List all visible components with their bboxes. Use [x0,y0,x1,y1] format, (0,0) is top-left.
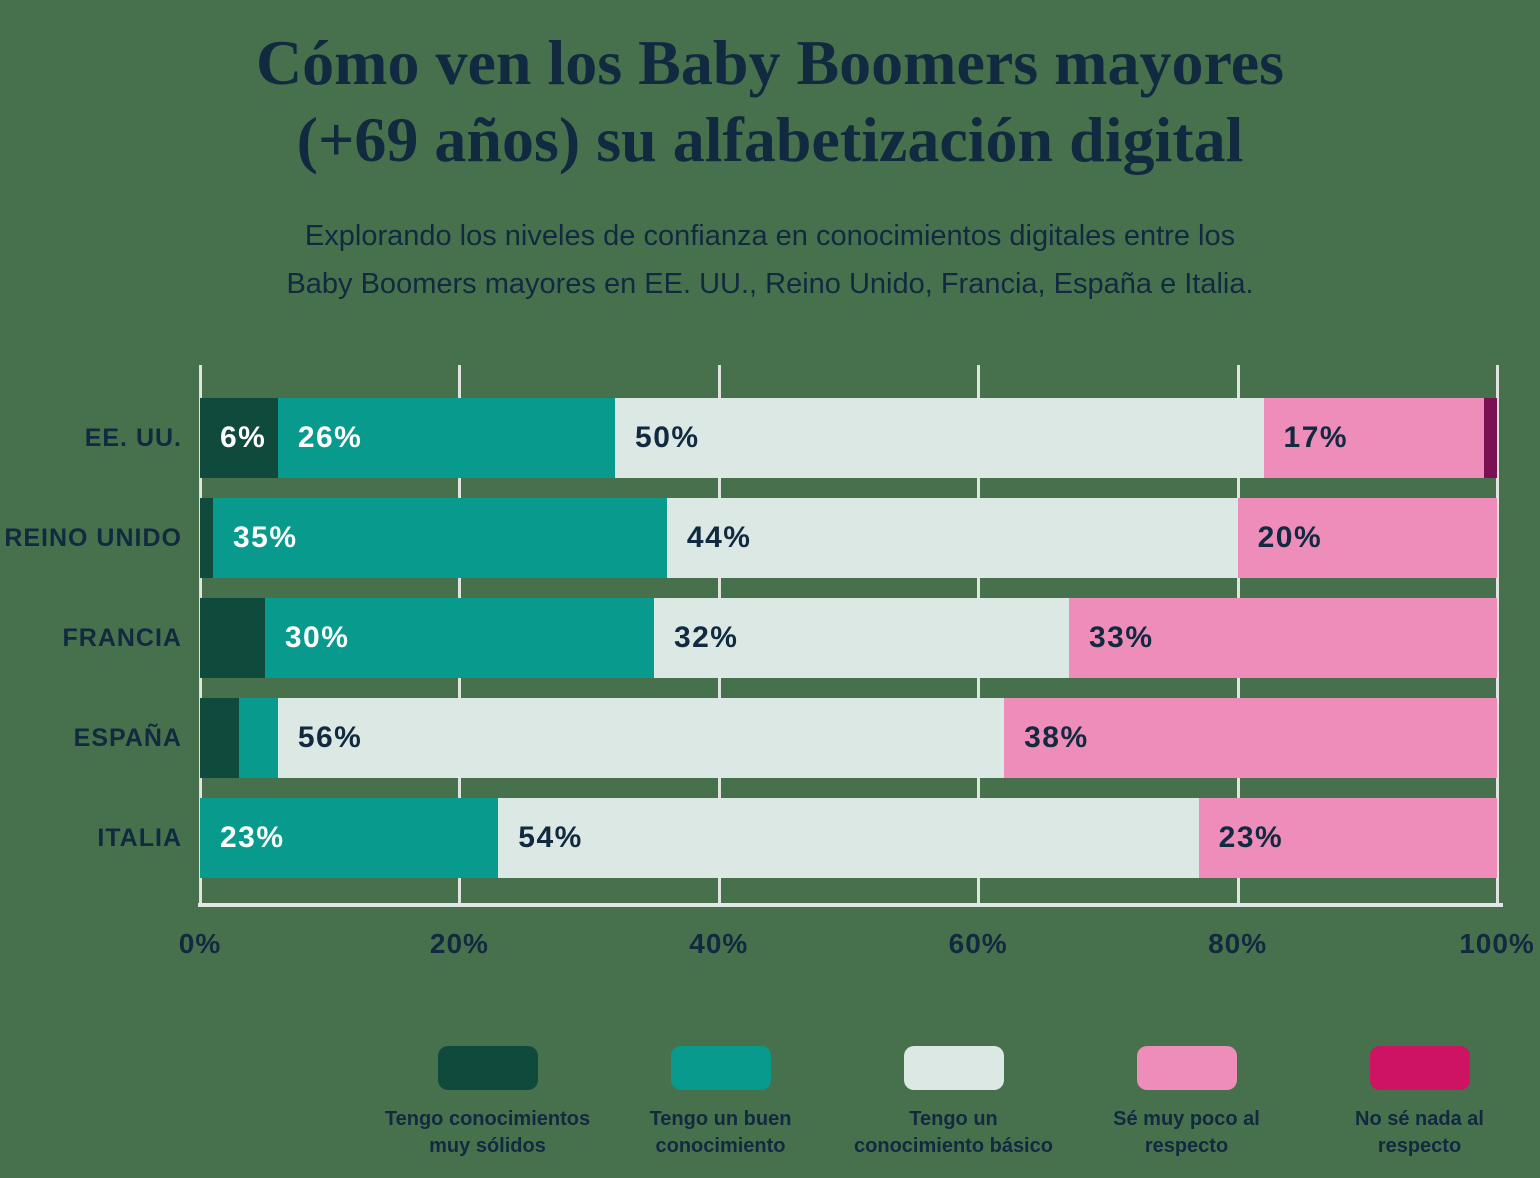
bar-segment [200,598,265,678]
bar-segment [1484,398,1497,478]
chart-title: Cómo ven los Baby Boomers mayores (+69 a… [0,24,1540,178]
bar-value-label: 26% [297,421,363,454]
bar-value-label: 6% [220,421,267,454]
bar-segment: 20% [1237,498,1497,578]
legend-label: No sé nada al respecto [1355,1108,1484,1157]
bar-value-label: 17% [1283,421,1349,454]
x-tick-label: 0% [178,928,222,959]
bar-value-label: 54% [518,821,583,854]
bar-segment: 30% [264,598,654,678]
category-label: REINO UNIDO [4,523,182,552]
bar-segment [200,698,239,778]
bar-row: 23% 54% 23% [200,798,1497,878]
bar-segment [200,498,213,578]
legend-swatch [670,1046,771,1090]
category-label: FRANCIA [62,623,182,652]
bar-value-label: 30% [284,621,350,654]
bar-value-label: 50% [635,421,700,454]
legend: Tengo conocimientos muy sólidos Tengo un b… [371,1046,1536,1160]
legend-swatch [437,1046,538,1090]
legend-item: Sé muy poco al respecto [1070,1046,1303,1160]
bar-value-label: 56% [297,721,363,754]
gridline [1496,365,1499,905]
bar-value-label: 38% [1024,721,1089,754]
bar-segment: 35% [212,498,667,578]
chart-subtitle: Explorando los niveles de confianza en c… [0,212,1540,308]
bar-segment: 44% [666,498,1238,578]
bar-row: 6% 26% 50% 17% [200,398,1497,478]
x-tick-label: 20% [429,928,489,959]
legend-item: Tengo un buen conocimiento [604,1046,837,1160]
x-tick-label: 60% [948,928,1008,959]
bar-segment: 54% [498,798,1199,878]
bar-row: 35% 44% 20% [200,498,1497,578]
legend-swatch [1136,1046,1237,1090]
legend-swatch [1369,1046,1470,1090]
bar-segment: 6% [200,398,278,478]
category-label: ESPAÑA [73,723,182,752]
bar-segment: 50% [615,398,1264,478]
legend-label: Tengo conocimientos muy sólidos [384,1108,591,1157]
bar-value-label: 20% [1257,521,1323,554]
bar-value-label: 35% [232,521,298,554]
legend-item: Tengo conocimientos muy sólidos [371,1046,604,1160]
bar-segment: 33% [1068,598,1497,678]
legend-item: No sé nada al respecto [1303,1046,1536,1160]
bar-value-label: 44% [686,521,752,554]
bar-segment [238,698,278,778]
legend-label: Sé muy poco al respecto [1113,1108,1260,1157]
bar-row: 30% 32% 33% [200,598,1497,678]
chart-title-line-2: (+69 años) su alfabetización digital [296,104,1244,175]
x-tick-label: 100% [1459,928,1535,959]
legend-item: Tengo un conocimiento básico [837,1046,1070,1160]
plot-area: 6% 26% 50% 17% 35% 44% 20% 30% 32% 33% 56% 38% 23% 54… [198,365,1503,907]
bar-value-label: 32% [673,621,739,654]
chart-title-line-1: Cómo ven los Baby Boomers mayores [255,27,1285,98]
bar-segment: 23% [1198,798,1497,878]
legend-label: Tengo un buen conocimiento [649,1108,792,1157]
legend-label: Tengo un conocimiento básico [854,1108,1053,1157]
bar-segment: 32% [653,598,1069,678]
chart-subtitle-line-1: Explorando los niveles de confianza en c… [304,220,1236,252]
category-axis: EE. UU. REINO UNIDO FRANCIA ESPAÑA ITALIA [0,365,182,905]
x-tick-label: 80% [1208,928,1268,959]
bar-segment: 26% [277,398,616,478]
bar-value-label: 23% [1218,821,1284,854]
bar-row: 56% 38% [200,698,1497,778]
bar-segment: 56% [277,698,1005,778]
legend-swatch [903,1046,1004,1090]
x-axis: 0% 20% 40% 60% 80% 100% [179,928,1534,968]
bar-segment: 17% [1263,398,1485,478]
x-axis-baseline [198,903,1503,907]
bar-segment: 23% [200,798,499,878]
chart-subtitle-line-2: Baby Boomers mayores en EE. UU., Reino U… [286,268,1254,300]
category-label: EE. UU. [84,423,182,452]
category-label: ITALIA [97,823,182,852]
bar-segment: 38% [1004,698,1497,778]
x-tick-label: 40% [689,928,749,959]
bar-value-label: 33% [1088,621,1154,654]
bar-value-label: 23% [220,821,285,854]
